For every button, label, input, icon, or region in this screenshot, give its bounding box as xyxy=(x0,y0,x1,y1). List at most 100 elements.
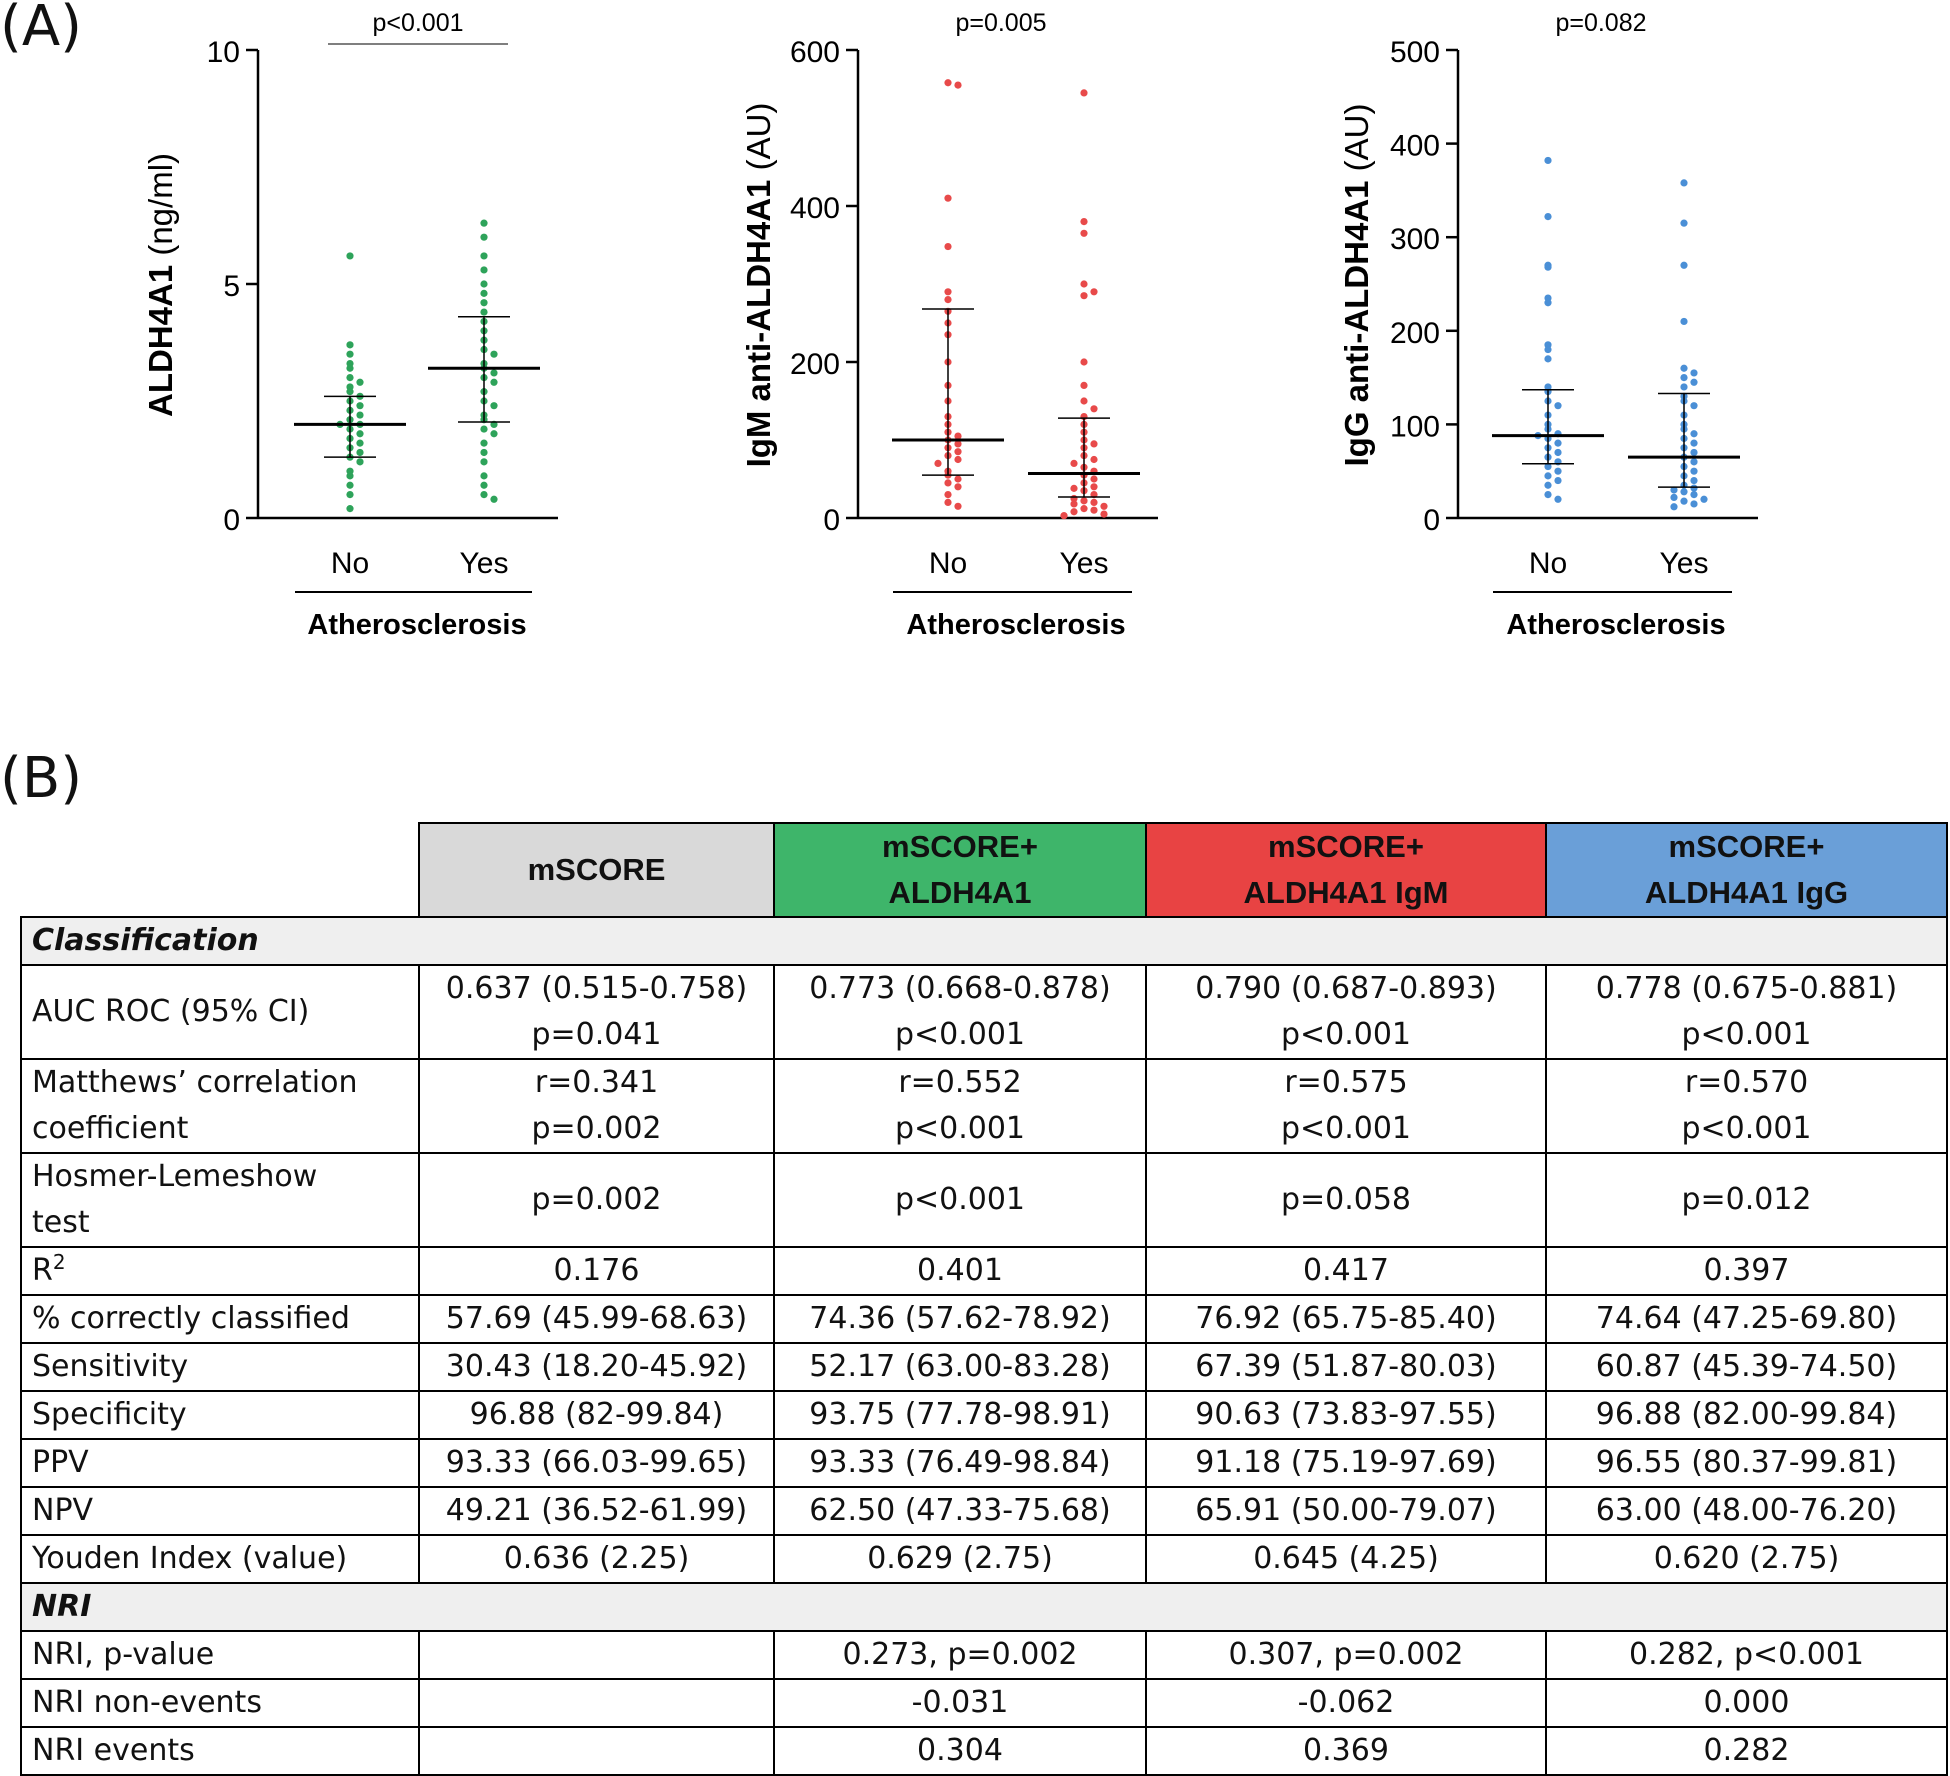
p-value-label: p<0.001 xyxy=(372,9,463,37)
data-point xyxy=(944,498,952,506)
cell-line: p<0.001 xyxy=(894,1111,1026,1146)
col-header-line2: ALDH4A1 IgM xyxy=(1243,875,1449,910)
table-cell: 0.778 (0.675-0.881) p<0.001 xyxy=(1545,964,1948,1060)
data-point xyxy=(1554,402,1562,410)
x-category-label: No xyxy=(1529,547,1567,580)
p-value-label: p=0.005 xyxy=(955,9,1046,37)
y-axis-label: IgG anti-ALDH4A1 (AU) xyxy=(1338,103,1375,466)
data-point xyxy=(1680,317,1688,326)
data-point xyxy=(1544,491,1552,499)
table-cell: 0.620 (2.75) xyxy=(1545,1534,1948,1584)
data-point xyxy=(944,79,952,87)
y-axis-label: ALDH4A1 (ng/ml) xyxy=(142,153,179,417)
data-point xyxy=(1090,455,1098,464)
data-point xyxy=(356,430,364,438)
table-cell: 0.397 xyxy=(1545,1246,1948,1296)
y-tick-label: 600 xyxy=(790,36,840,69)
data-point xyxy=(1060,512,1068,520)
table-row: NRI non-events -0.031 -0.062 0.000 xyxy=(20,1678,1948,1728)
table-cell: 62.50 (47.33-75.68) xyxy=(773,1486,1147,1536)
data-point xyxy=(356,448,364,457)
data-point xyxy=(1080,218,1088,226)
data-point xyxy=(1690,484,1698,492)
table-cell: 0.637 (0.515-0.758) p=0.041 xyxy=(418,964,775,1060)
data-point xyxy=(1670,486,1678,494)
scatter-plots: 0 5 10 No Yes Atherosclerosis ALDH4A1 (ng/ml) p… xyxy=(142,9,1758,641)
x-category-label: Yes xyxy=(460,547,509,580)
table-row: PPV 93.33 (66.03-99.65) 93.33 (76.49-98.84… xyxy=(20,1438,1948,1488)
data-point xyxy=(490,495,498,503)
cell-line: p<0.001 xyxy=(1681,1111,1812,1146)
data-point xyxy=(1690,476,1698,485)
table-cell: p=0.058 xyxy=(1145,1152,1547,1248)
x-category-label: No xyxy=(331,547,369,580)
cell-line: r=0.341 xyxy=(534,1065,659,1100)
table-cell: -0.062 xyxy=(1145,1678,1547,1728)
x-category-label: Yes xyxy=(1060,547,1109,580)
data-point xyxy=(1070,459,1078,467)
data-point xyxy=(346,341,354,349)
data-point xyxy=(1100,502,1108,510)
table-cell: 63.00 (48.00-76.20) xyxy=(1545,1486,1948,1536)
data-point xyxy=(1680,374,1688,382)
data-point xyxy=(356,402,364,410)
data-point xyxy=(1690,500,1698,508)
data-point xyxy=(346,364,354,372)
table-cell: 0.369 xyxy=(1145,1726,1547,1776)
table-cell: 0.629 (2.75) xyxy=(773,1534,1147,1584)
table-row: NRI events 0.304 0.369 0.282 xyxy=(20,1726,1948,1776)
section-nri: NRI xyxy=(20,1582,1948,1632)
data-point xyxy=(480,425,488,433)
data-point xyxy=(954,448,962,456)
data-point xyxy=(480,233,488,241)
data-point xyxy=(1670,493,1678,502)
table-cell: 30.43 (18.20-45.92) xyxy=(418,1342,775,1392)
cell-line: r=0.552 xyxy=(898,1065,1022,1100)
table-cell: 0.282, p<0.001 xyxy=(1545,1630,1948,1680)
data-point xyxy=(1554,495,1562,503)
data-point xyxy=(1544,472,1552,480)
data-point xyxy=(480,289,488,297)
data-point xyxy=(490,369,498,377)
data-point xyxy=(1544,355,1552,363)
table-cell: 0.000 xyxy=(1545,1678,1948,1728)
row-label: PPV xyxy=(20,1438,420,1488)
row-label: % correctly classified xyxy=(20,1294,420,1344)
cell-line: test xyxy=(32,1205,90,1240)
y-axis-label: IgM anti-ALDH4A1 (AU) xyxy=(740,103,777,468)
col-header-line2: ALDH4A1 xyxy=(888,875,1032,910)
table-cell xyxy=(418,1726,775,1776)
r2-letter: R xyxy=(32,1253,53,1288)
data-point xyxy=(954,81,962,89)
col-header-line2: ALDH4A1 IgG xyxy=(1644,875,1849,910)
data-point xyxy=(1690,448,1698,457)
cell-line: 0.773 (0.668-0.878) xyxy=(809,971,1111,1006)
data-point xyxy=(1554,439,1562,447)
table-cell: 0.307, p=0.002 xyxy=(1145,1630,1547,1680)
data-point xyxy=(954,502,962,510)
data-point xyxy=(480,472,488,480)
data-point xyxy=(1544,156,1552,165)
cell-line: p<0.001 xyxy=(1280,1017,1412,1052)
data-point xyxy=(954,440,962,448)
scatter-plot-2: 0 100 200 300 400 500 No Yes Atherosclerosis IgG … xyxy=(1338,9,1758,641)
table-cell: 60.87 (45.39-74.50) xyxy=(1545,1342,1948,1392)
table-cell: 67.39 (51.87-80.03) xyxy=(1145,1342,1547,1392)
cell-line: r=0.570 xyxy=(1684,1065,1809,1100)
y-tick-label: 5 xyxy=(223,270,240,303)
table-row: R2 0.176 0.401 0.417 0.397 xyxy=(20,1246,1948,1296)
table-row: Matthews’ correlation coefficient r=0.341… xyxy=(20,1058,1948,1154)
data-point xyxy=(346,252,354,260)
data-point xyxy=(944,296,952,304)
data-point xyxy=(954,432,962,440)
table-cell: r=0.552 p<0.001 xyxy=(773,1058,1147,1154)
data-point xyxy=(1080,358,1088,366)
data-point xyxy=(944,288,952,296)
data-point xyxy=(1690,402,1698,410)
y-tick-label: 400 xyxy=(790,192,840,225)
table-cell: p<0.001 xyxy=(773,1152,1147,1248)
data-point xyxy=(1690,430,1698,438)
y-tick-label: 200 xyxy=(790,348,840,381)
data-point xyxy=(346,481,354,489)
table-corner xyxy=(21,823,420,918)
